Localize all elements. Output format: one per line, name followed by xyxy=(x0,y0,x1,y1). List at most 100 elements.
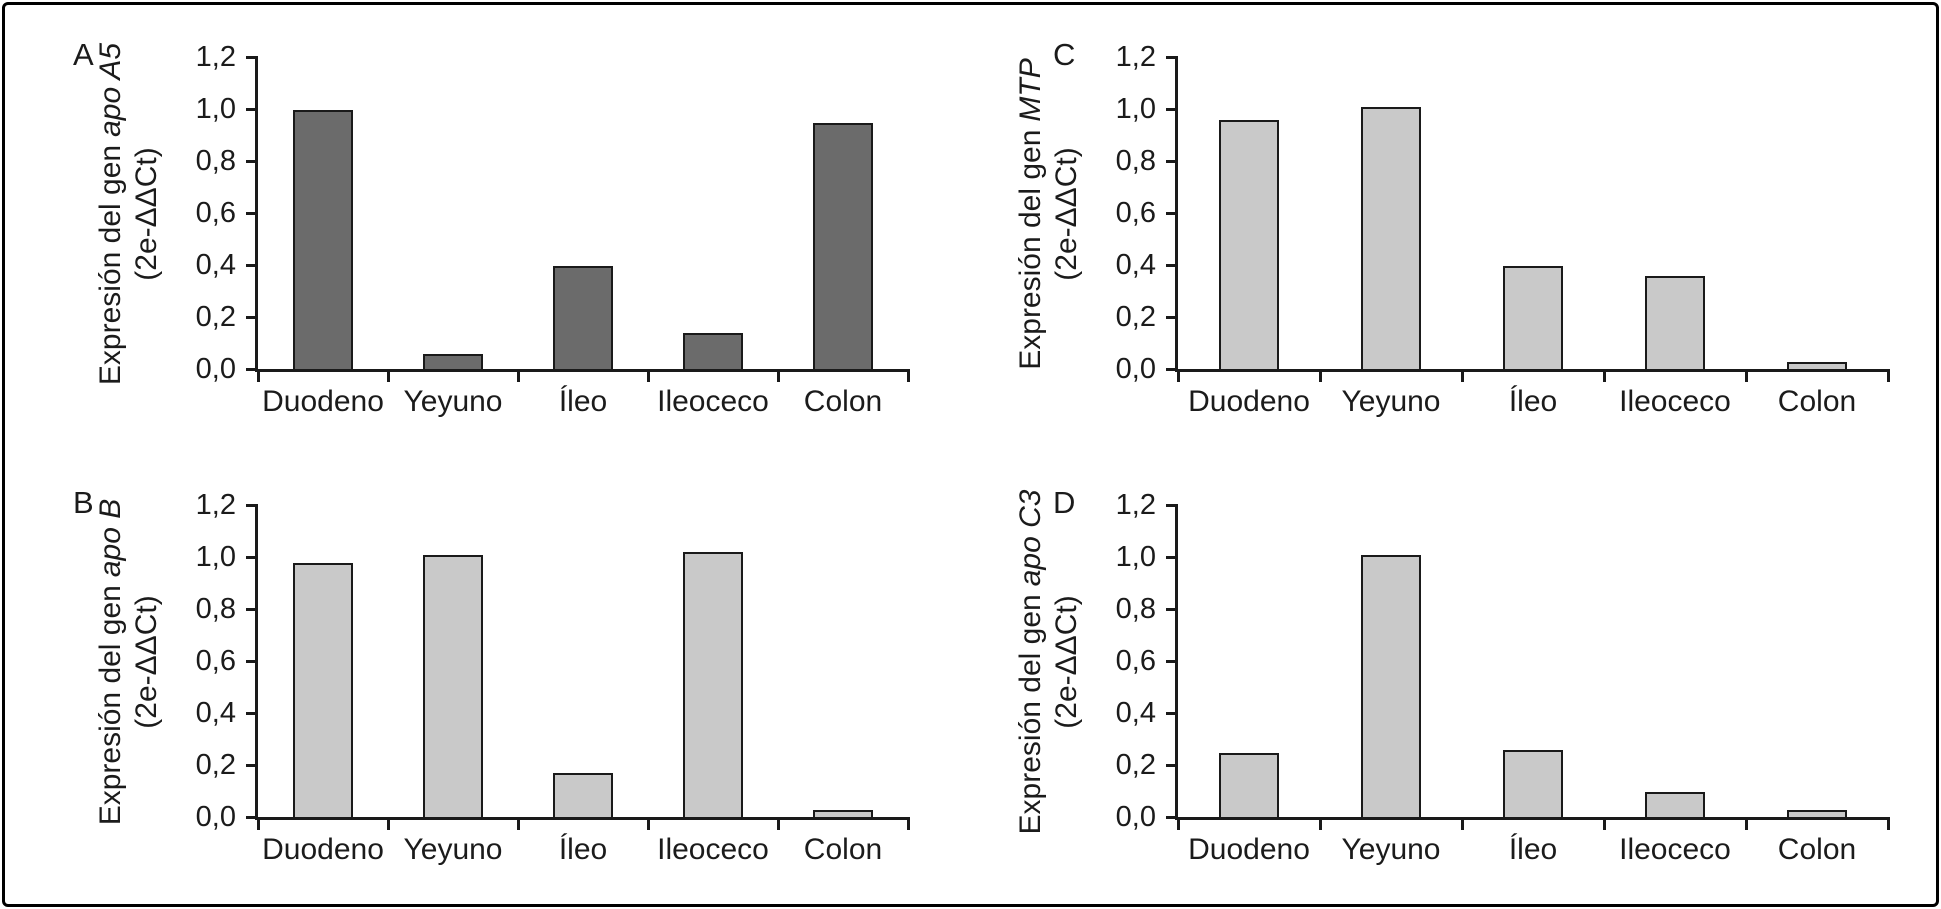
y-tick xyxy=(1166,607,1178,611)
x-tick xyxy=(256,817,260,830)
bar-yeyuno xyxy=(1361,555,1421,817)
bar-duodeno xyxy=(293,109,353,369)
plot-area: 0,0 0,2 0,4 0,6 0,8 1,0 1,2 Duodeno Yeyuno Íleo Il… xyxy=(1116,42,1890,418)
y-tick xyxy=(1166,555,1178,559)
bar-ileoceco xyxy=(1645,276,1705,369)
x-category-label: Duodeno xyxy=(1188,385,1310,418)
x-tick xyxy=(1460,369,1464,382)
bar-colon xyxy=(813,809,873,817)
x-category-label: Yeyuno xyxy=(403,385,503,418)
x-tick xyxy=(906,817,910,830)
bar-yeyuno xyxy=(423,354,483,369)
gene-name: apo B xyxy=(94,498,127,578)
x-tick xyxy=(646,369,650,382)
y-tick-label: 1,0 xyxy=(1115,93,1156,125)
bar-ileoceco xyxy=(683,333,743,369)
y-tick-label: 0,4 xyxy=(195,249,236,282)
panel-letter-a: A xyxy=(73,37,94,72)
y-tick xyxy=(246,159,258,163)
y-tick-label: 1,0 xyxy=(1115,541,1156,573)
x-tick xyxy=(1744,817,1748,830)
gene-name: MTP xyxy=(1014,58,1047,122)
x-tick xyxy=(1318,369,1322,382)
x-category-label: Ileoceco xyxy=(657,833,769,866)
panel-mtp: C Expresión del genMTP (2e-ΔΔCt) 0,0 0,2 0… xyxy=(1005,25,1925,455)
y-axis-label-text: Expresión del gen xyxy=(1014,594,1047,835)
x-tick xyxy=(1460,817,1464,830)
panel-apo-c3: D Expresión del genapo C3 (2e-ΔΔCt) 0,0 0… xyxy=(1005,473,1925,903)
x-category-label: Duodeno xyxy=(1188,833,1310,866)
y-tick-label: 1,2 xyxy=(195,41,236,73)
y-tick xyxy=(246,107,258,111)
y-tick-label: 0,2 xyxy=(195,749,236,782)
y-tick xyxy=(246,55,258,59)
y-tick-label: 0,8 xyxy=(1115,593,1156,626)
bar-duodeno xyxy=(1219,120,1279,369)
x-category-label: Colon xyxy=(803,385,883,418)
y-tick-label: 0,8 xyxy=(195,593,236,626)
x-tick xyxy=(906,369,910,382)
y-tick xyxy=(246,315,258,319)
y-tick-label: 0,2 xyxy=(1115,749,1156,782)
y-tick xyxy=(1166,503,1178,507)
x-category-label: Ileoceco xyxy=(657,385,769,418)
y-tick-label: 0,6 xyxy=(195,645,236,677)
y-tick xyxy=(1166,211,1178,215)
gene-name: apo C3 xyxy=(1014,489,1047,587)
bar-colon xyxy=(1787,809,1847,817)
plot-area: 0,0 0,2 0,4 0,6 0,8 1,0 1,2 Duodeno Yeyuno Íleo Il… xyxy=(196,490,910,866)
y-tick-label: 1,2 xyxy=(1115,489,1156,521)
y-tick-label: 0,0 xyxy=(195,801,236,833)
y-tick-label: 0,0 xyxy=(1115,801,1156,833)
x-tick xyxy=(1886,817,1890,830)
x-tick xyxy=(1602,369,1606,382)
x-tick xyxy=(646,817,650,830)
panel-letter-c: C xyxy=(1053,37,1076,72)
x-tick xyxy=(256,369,260,382)
bar-duodeno xyxy=(293,562,353,817)
bar-íleo xyxy=(1503,265,1563,369)
bar-yeyuno xyxy=(1361,107,1421,369)
y-tick-label: 1,0 xyxy=(195,93,236,125)
x-tick xyxy=(386,817,390,830)
x-tick xyxy=(1176,369,1180,382)
y-tick xyxy=(1166,55,1178,59)
x-category-label: Yeyuno xyxy=(1341,833,1441,866)
x-category-label: Íleo xyxy=(1508,385,1558,418)
y-tick-label: 0,8 xyxy=(1115,145,1156,178)
panel-apo-a5: A Expresión del genapo A5 (2e-ΔΔCt) 0,0 0… xyxy=(45,25,965,455)
x-category-label: Duodeno xyxy=(262,833,384,866)
plot-area: 0,0 0,2 0,4 0,6 0,8 1,0 1,2 Duodeno Yeyuno Íleo Il… xyxy=(1116,490,1890,866)
bar-duodeno xyxy=(1219,752,1279,817)
y-tick xyxy=(246,211,258,215)
bar-íleo xyxy=(553,773,613,817)
y-tick-label: 0,4 xyxy=(195,697,236,730)
bar-colon xyxy=(813,122,873,369)
bar-íleo xyxy=(553,265,613,369)
x-category-label: Yeyuno xyxy=(403,833,503,866)
y-tick xyxy=(246,263,258,267)
y-tick-label: 0,8 xyxy=(195,145,236,178)
bar-yeyuno xyxy=(423,555,483,817)
y-tick xyxy=(246,503,258,507)
y-tick xyxy=(1166,367,1178,371)
bar-ileoceco xyxy=(1645,791,1705,817)
x-category-label: Colon xyxy=(1777,833,1857,866)
y-tick xyxy=(246,711,258,715)
x-tick xyxy=(1318,817,1322,830)
x-tick xyxy=(516,369,520,382)
bar-colon xyxy=(1787,361,1847,369)
y-tick-label: 1,2 xyxy=(1115,41,1156,73)
y-tick xyxy=(1166,815,1178,819)
x-tick xyxy=(1886,369,1890,382)
y-tick xyxy=(246,607,258,611)
y-tick-label: 0,2 xyxy=(195,301,236,334)
y-tick-label: 0,2 xyxy=(1115,301,1156,334)
bar-íleo xyxy=(1503,750,1563,817)
x-tick xyxy=(1176,817,1180,830)
y-axis-label-text: Expresión del gen xyxy=(1014,129,1047,370)
y-tick-label: 0,6 xyxy=(1115,197,1156,229)
y-tick xyxy=(246,555,258,559)
y-axis-label-text: Expresión del gen xyxy=(94,144,127,386)
